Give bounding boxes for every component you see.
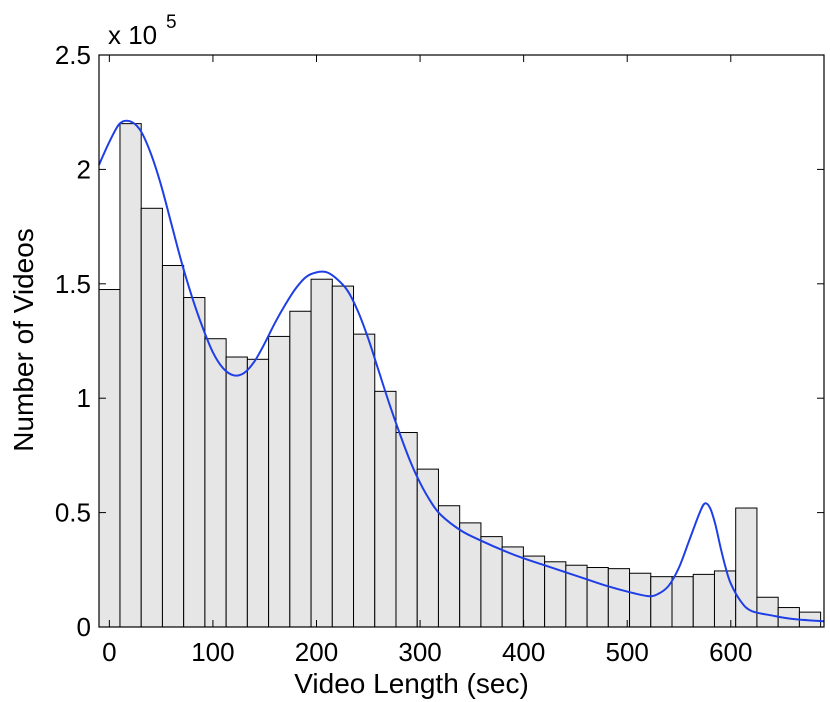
histogram-bar <box>565 564 588 628</box>
histogram-bar <box>522 555 546 628</box>
histogram-bar <box>629 572 652 628</box>
histogram-bar <box>119 123 142 628</box>
y-tick-label: 2.5 <box>55 40 91 70</box>
y-tick-label: 1 <box>77 383 91 413</box>
histogram-bar <box>416 468 439 628</box>
y-tick-label: 2 <box>77 154 91 184</box>
plot-frame <box>98 54 825 628</box>
histogram-bar <box>607 568 631 628</box>
histogram-bar <box>586 567 609 628</box>
histogram-bar <box>374 390 397 628</box>
x-axis-label: Video Length (sec) <box>294 668 529 699</box>
histogram-bar <box>501 546 524 628</box>
histogram-bar <box>480 536 503 628</box>
histogram-bar <box>310 278 333 628</box>
histogram-bar <box>183 297 206 628</box>
curve-layer <box>98 119 825 623</box>
histogram-bar <box>353 333 376 628</box>
x-tick-label: 600 <box>709 637 752 667</box>
bars-layer <box>98 123 822 628</box>
histogram-bar <box>289 310 312 628</box>
histogram-bar <box>735 507 758 628</box>
x-tick-label: 300 <box>398 637 441 667</box>
x-tick-label: 0 <box>102 637 116 667</box>
x-tick-label: 400 <box>502 637 545 667</box>
histogram-bar <box>140 207 163 628</box>
histogram-bar <box>204 338 227 628</box>
histogram-bar <box>225 356 248 628</box>
y-axis-label: Number of Videos <box>8 228 39 452</box>
y-axis-ticks: 0 0.5 1 1.5 2 2.5 <box>55 40 824 642</box>
x-axis-ticks: 0 100 200 300 400 500 600 <box>102 55 752 667</box>
histogram-bar <box>161 264 185 628</box>
histogram-bar <box>268 335 291 628</box>
y-tick-label: 1.5 <box>55 269 91 299</box>
histogram-bar <box>98 289 121 628</box>
histogram-bar <box>395 432 418 628</box>
x-tick-label: 200 <box>295 637 338 667</box>
histogram-bar <box>437 505 461 628</box>
x-tick-label: 500 <box>606 637 649 667</box>
y-tick-label: 0 <box>77 612 91 642</box>
histogram-bar <box>671 576 694 628</box>
histogram-bar <box>756 596 779 628</box>
histogram-bar <box>246 358 270 628</box>
y-tick-label: 0.5 <box>55 498 91 528</box>
histogram-bar <box>692 573 715 628</box>
density-curve <box>98 119 825 623</box>
x-tick-label: 100 <box>191 637 234 667</box>
histogram-bar <box>713 570 737 628</box>
y-multiplier-exponent: 5 <box>166 12 177 33</box>
y-multiplier-base: x 10 <box>108 20 157 50</box>
histogram-bar <box>331 285 355 628</box>
